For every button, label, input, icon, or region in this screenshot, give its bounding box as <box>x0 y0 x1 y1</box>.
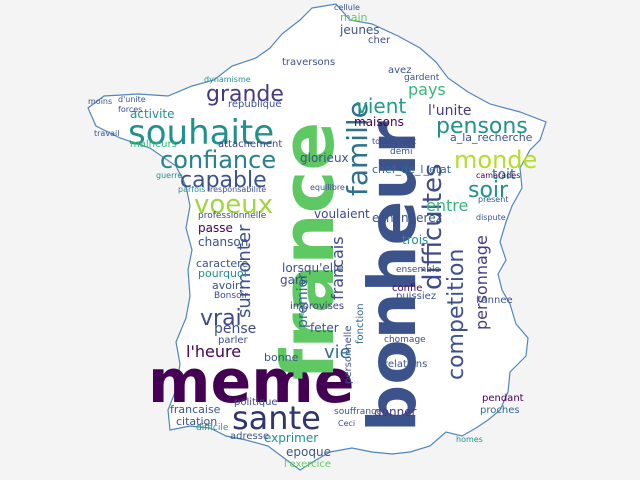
word-pense: pense <box>214 321 257 337</box>
word-glorieux: glorieux <box>300 151 349 165</box>
word-republique: republique <box>228 99 282 110</box>
word-lannee: l'annee <box>476 295 513 306</box>
word-echangerez: echangerez <box>372 211 442 225</box>
word-avoir: avoir <box>212 279 240 292</box>
word-improvises: improvises <box>290 301 345 312</box>
word-caractere: caractere <box>196 257 249 270</box>
word-cher: cher <box>368 35 391 46</box>
word-proches: proches <box>480 405 520 416</box>
word-souhaite: souhaite <box>128 113 275 153</box>
word-parler: parler <box>218 335 248 346</box>
word-malheurs: malheurs <box>130 139 177 150</box>
word-toit: toit <box>492 167 516 183</box>
word-meme: meme <box>148 347 355 417</box>
word-lexercice: l'exercice <box>284 459 332 470</box>
word-voeux: voeux <box>194 190 274 220</box>
word-travail: travail <box>94 129 120 138</box>
word-cellule: cellule <box>334 3 360 12</box>
word-chanson: chanson <box>198 235 249 249</box>
word-moins: moins <box>88 97 113 106</box>
word-vient: vient <box>356 94 407 118</box>
word-exprimer: exprimer <box>264 431 319 445</box>
word-chomage: chomage <box>384 335 426 345</box>
word-souffrance: souffrance <box>334 407 382 417</box>
word-dynamisme: dynamisme <box>204 75 251 84</box>
word-demi: demi <box>390 147 413 157</box>
word-difficile: difficile <box>196 423 229 433</box>
word-ceci: Ceci <box>338 419 356 428</box>
word-bonne: bonne <box>264 351 299 364</box>
word-lheure: l'heure <box>186 342 242 361</box>
word-avez: avez <box>388 65 412 76</box>
word-pourquoi: pourquoi <box>198 267 247 280</box>
word-grande: grande <box>206 82 284 107</box>
word-maisons: maisons <box>354 115 404 129</box>
word-soir: soir <box>468 178 509 203</box>
word-gardent: gardent <box>404 73 440 83</box>
word-main: main <box>340 11 368 24</box>
word-dunite: d'unite <box>118 95 146 104</box>
word-adresse: adresse <box>230 431 270 442</box>
word-trois: trois <box>402 233 429 247</box>
word-donner: donner <box>374 405 417 419</box>
word-entre: entre <box>426 196 469 215</box>
word-feter: feter <box>310 321 339 335</box>
word-homes: homes <box>456 435 483 444</box>
word-responsabilite: responsabilite <box>210 185 267 194</box>
word-dispute: dispute <box>476 213 506 222</box>
word-personnelle: personnelle <box>343 325 354 384</box>
word-attachement: attachement <box>218 139 283 150</box>
word-puissiez: puissiez <box>396 291 437 302</box>
word-confiance: confiance <box>160 146 277 174</box>
word-vrai: vrai <box>200 306 242 331</box>
word-ensemble: ensemble <box>396 265 440 275</box>
word-pendant: pendant <box>482 393 524 404</box>
word-chef-de-l-etat: chef_de_l_etat <box>372 163 452 176</box>
word-gars: gars <box>280 273 307 287</box>
word-pays: pays <box>408 80 446 99</box>
word-guerre: guerre <box>156 171 183 180</box>
word-politique: politique <box>234 397 278 408</box>
word-equilibre: equilibre <box>310 183 345 192</box>
word-sante: sante <box>232 399 321 437</box>
word-capable: capable <box>180 168 267 193</box>
word-forces: forces <box>118 105 143 114</box>
word-confie: confie <box>392 283 423 294</box>
word-lorsquelle: lorsqu'elle <box>282 261 344 275</box>
word-vie: vie <box>324 342 351 363</box>
word-fonction: fonction <box>355 303 366 344</box>
word-parfois: parfois <box>178 185 206 194</box>
word-bonsoir: Bonsoir <box>214 291 248 301</box>
word-jeunes: jeunes <box>340 23 380 37</box>
word-activite: activite <box>130 107 175 121</box>
word-pensons: pensons <box>436 114 528 139</box>
word-epoque: epoque <box>286 445 331 459</box>
word-lunite: l'unite <box>428 103 472 119</box>
word-traversons: traversons <box>282 57 336 68</box>
word-professionnelle: professionnelle <box>198 211 267 221</box>
word-citation: citation <box>176 415 218 428</box>
word-a-la-recherche: a_la_recherche <box>450 131 533 144</box>
word-competition: competition <box>444 248 469 380</box>
word-personnage: personnage <box>472 235 491 330</box>
word-relations: relations <box>384 359 428 370</box>
word-camarades: camarades <box>476 171 521 180</box>
france-silhouette <box>87 3 547 471</box>
word-present: present <box>478 195 509 204</box>
word-voulaient: voulaient <box>314 207 370 221</box>
word-totalement: totalement <box>372 137 417 146</box>
word-francaise: francaise <box>170 403 221 416</box>
word-passe: passe <box>198 221 233 235</box>
word-monde: monde <box>454 146 538 174</box>
